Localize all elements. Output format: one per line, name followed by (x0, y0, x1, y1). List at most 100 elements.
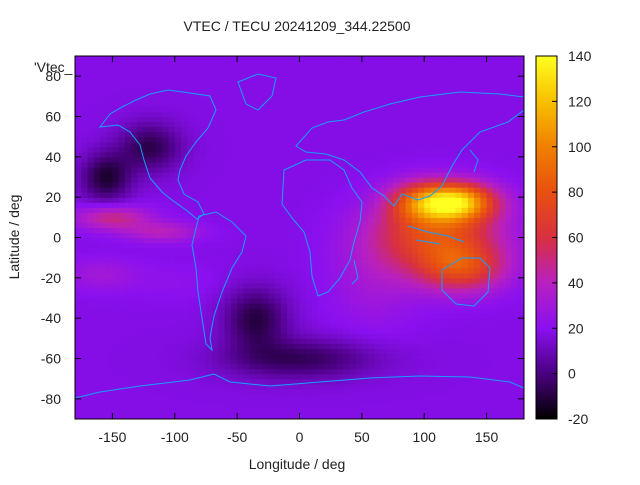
heatmap-cell (205, 111, 213, 118)
heatmap-cell (486, 308, 494, 314)
heatmap-cell (311, 91, 319, 97)
heatmap-cell (75, 76, 82, 82)
heatmap-cell (143, 318, 151, 324)
heatmap-cell (486, 96, 494, 102)
heatmap-cell (224, 292, 232, 299)
heatmap-cell (505, 353, 513, 360)
heatmap-cell (99, 247, 107, 254)
heatmap-cell (305, 182, 313, 188)
heatmap-cell (355, 187, 363, 193)
heatmap-cell (293, 277, 301, 284)
heatmap-cell (156, 303, 163, 309)
heatmap-cell (181, 131, 188, 138)
heatmap-cell (106, 403, 114, 410)
heatmap-cell (199, 161, 207, 168)
heatmap-cell (386, 282, 394, 289)
heatmap-cell (380, 328, 388, 334)
heatmap-cell (411, 378, 419, 385)
heatmap-cell (492, 368, 500, 375)
heatmap-cell (318, 262, 326, 269)
heatmap-cell (118, 343, 126, 350)
heatmap-cell (274, 131, 282, 138)
heatmap-cell (262, 303, 269, 309)
heatmap-cell (436, 363, 444, 370)
heatmap-cell (324, 217, 332, 223)
heatmap-cell (380, 373, 388, 380)
heatmap-cell (505, 197, 513, 203)
heatmap-cell (361, 151, 369, 158)
heatmap-cell (318, 313, 326, 319)
heatmap-cell (149, 192, 157, 198)
heatmap-cell (287, 287, 294, 294)
heatmap-cell (149, 298, 157, 304)
heatmap-cell (517, 171, 524, 178)
heatmap-cell (299, 232, 307, 239)
heatmap-cell (106, 86, 114, 92)
heatmap-cell (212, 141, 220, 148)
heatmap-cell (249, 358, 257, 365)
heatmap-cell (249, 388, 257, 395)
heatmap-cell (162, 111, 170, 118)
heatmap-cell (93, 257, 101, 264)
heatmap-cell (75, 202, 82, 208)
heatmap-cell (287, 126, 294, 133)
heatmap-cell (75, 373, 82, 380)
heatmap-cell (455, 136, 463, 143)
heatmap-cell (424, 298, 432, 304)
heatmap-cell (349, 96, 357, 102)
heatmap-cell (124, 343, 132, 350)
heatmap-cell (311, 398, 319, 405)
heatmap-cell (399, 378, 407, 385)
heatmap-cell (143, 116, 151, 123)
heatmap-cell (75, 116, 82, 123)
heatmap-cell (280, 86, 288, 92)
heatmap-cell (511, 287, 519, 294)
heatmap-cell (199, 413, 207, 419)
heatmap-cell (274, 383, 282, 390)
heatmap-cell (511, 91, 519, 97)
heatmap-cell (349, 368, 357, 375)
heatmap-cell (75, 318, 82, 324)
heatmap-cell (174, 212, 182, 218)
heatmap-cell (112, 86, 120, 92)
heatmap-cell (199, 187, 207, 193)
heatmap-cell (93, 66, 101, 72)
heatmap-cell (143, 217, 151, 223)
heatmap-cell (380, 343, 388, 350)
heatmap-cell (436, 403, 444, 410)
heatmap-cell (162, 151, 170, 158)
heatmap-cell (224, 116, 232, 123)
heatmap-cell (324, 171, 332, 178)
heatmap-cell (393, 187, 400, 193)
heatmap-cell (486, 222, 494, 229)
heatmap-cell (237, 262, 244, 269)
heatmap-cell (131, 182, 138, 188)
heatmap-cell (205, 207, 213, 213)
heatmap-cell (424, 111, 432, 118)
heatmap-cell (330, 257, 338, 264)
heatmap-cell (81, 368, 89, 375)
heatmap-cell (449, 136, 457, 143)
heatmap-cell (218, 232, 226, 239)
heatmap-cell (255, 313, 263, 319)
heatmap-cell (480, 202, 488, 208)
heatmap-cell (511, 373, 519, 380)
heatmap-cell (93, 71, 101, 77)
heatmap-cell (430, 257, 438, 264)
heatmap-cell (330, 232, 338, 239)
heatmap-cell (93, 368, 101, 375)
heatmap-cell (212, 343, 220, 350)
heatmap-cell (143, 197, 151, 203)
heatmap-cell (424, 126, 432, 133)
heatmap-cell (268, 126, 276, 133)
heatmap-cell (430, 333, 438, 339)
heatmap-cell (486, 207, 494, 213)
heatmap-cell (124, 161, 132, 168)
heatmap-cell (287, 257, 294, 264)
heatmap-cell (424, 177, 432, 183)
heatmap-cell (149, 403, 157, 410)
heatmap-cell (205, 156, 213, 163)
heatmap-cell (474, 408, 481, 415)
heatmap-cell (305, 227, 313, 234)
heatmap-cell (330, 388, 338, 395)
